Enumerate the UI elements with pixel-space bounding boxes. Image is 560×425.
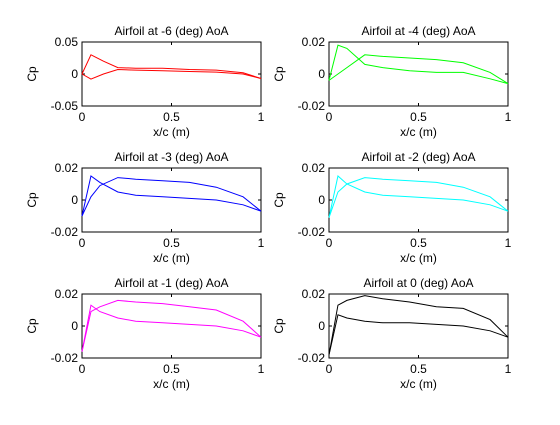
y-tick-label: 0.05 [55, 35, 79, 49]
x-tick-label: 0.5 [410, 110, 427, 124]
y-axis-label: Cp [272, 318, 286, 334]
x-axis-label: x/c (m) [153, 377, 190, 391]
x-tick-label: 0 [79, 236, 86, 250]
x-tick-label: 0.5 [410, 362, 427, 376]
axes-frame [81, 41, 262, 107]
chart-title: Airfoil at -3 (deg) AoA [114, 150, 228, 164]
x-tick-label: 0 [326, 110, 333, 124]
y-tick-label: 0 [318, 193, 325, 207]
axes-frame [328, 167, 509, 233]
y-tick-label: 0 [71, 193, 78, 207]
chart-title: Airfoil at -6 (deg) AoA [114, 24, 228, 38]
chart-title: Airfoil at 0 (deg) AoA [363, 276, 473, 290]
axes-frame [328, 293, 509, 359]
y-tick-label: 0 [318, 67, 325, 81]
x-axis-label: x/c (m) [400, 377, 437, 391]
x-tick-label: 1 [258, 236, 265, 250]
series-line-upper [81, 175, 262, 217]
y-tick-label: -0.02 [298, 99, 326, 113]
series-line-upper [81, 304, 262, 352]
x-tick-label: 0 [79, 110, 86, 124]
series-line-lower [328, 314, 509, 355]
series-line-lower [328, 54, 509, 85]
x-tick-label: 1 [258, 362, 265, 376]
y-axis-label: Cp [272, 192, 286, 208]
y-axis-label: Cp [25, 66, 39, 82]
x-tick-label: 0.5 [410, 236, 427, 250]
series-line-upper [328, 175, 509, 218]
y-tick-label: -0.02 [298, 225, 326, 239]
x-tick-label: 0.5 [163, 236, 180, 250]
series-line-lower [328, 177, 509, 218]
chart-title: Airfoil at -4 (deg) AoA [361, 24, 475, 38]
x-axis-label: x/c (m) [153, 125, 190, 139]
x-tick-label: 0 [79, 362, 86, 376]
series-line-lower [81, 69, 262, 80]
y-tick-label: 0.02 [55, 161, 79, 175]
x-axis-label: x/c (m) [400, 251, 437, 265]
series-line-lower [81, 177, 262, 217]
axes-frame [328, 41, 509, 107]
y-tick-label: 0.02 [302, 161, 326, 175]
y-axis-label: Cp [272, 66, 286, 82]
x-tick-label: 0 [326, 362, 333, 376]
y-tick-label: 0.02 [302, 35, 326, 49]
x-tick-label: 0.5 [163, 110, 180, 124]
y-tick-label: 0.02 [302, 287, 326, 301]
y-tick-label: -0.05 [51, 99, 79, 113]
x-tick-label: 1 [505, 236, 512, 250]
x-axis-label: x/c (m) [400, 125, 437, 139]
x-tick-label: 1 [505, 110, 512, 124]
x-axis-label: x/c (m) [153, 251, 190, 265]
series-line-lower [81, 299, 262, 352]
y-tick-label: -0.02 [51, 225, 79, 239]
x-tick-label: 1 [258, 110, 265, 124]
chart-title: Airfoil at -2 (deg) AoA [361, 150, 475, 164]
y-tick-label: 0 [71, 319, 78, 333]
y-axis-label: Cp [25, 318, 39, 334]
axes-frame [81, 167, 262, 233]
y-tick-label: 0 [318, 319, 325, 333]
y-axis-label: Cp [25, 192, 39, 208]
y-tick-label: 0 [71, 67, 78, 81]
x-tick-label: 1 [505, 362, 512, 376]
y-tick-label: -0.02 [51, 351, 79, 365]
series-line-upper [328, 295, 509, 355]
x-tick-label: 0 [326, 236, 333, 250]
chart-title: Airfoil at -1 (deg) AoA [114, 276, 228, 290]
x-tick-label: 0.5 [163, 362, 180, 376]
y-tick-label: 0.02 [55, 287, 79, 301]
series-line-upper [81, 54, 262, 79]
y-tick-label: -0.02 [298, 351, 326, 365]
series-line-upper [328, 44, 509, 85]
